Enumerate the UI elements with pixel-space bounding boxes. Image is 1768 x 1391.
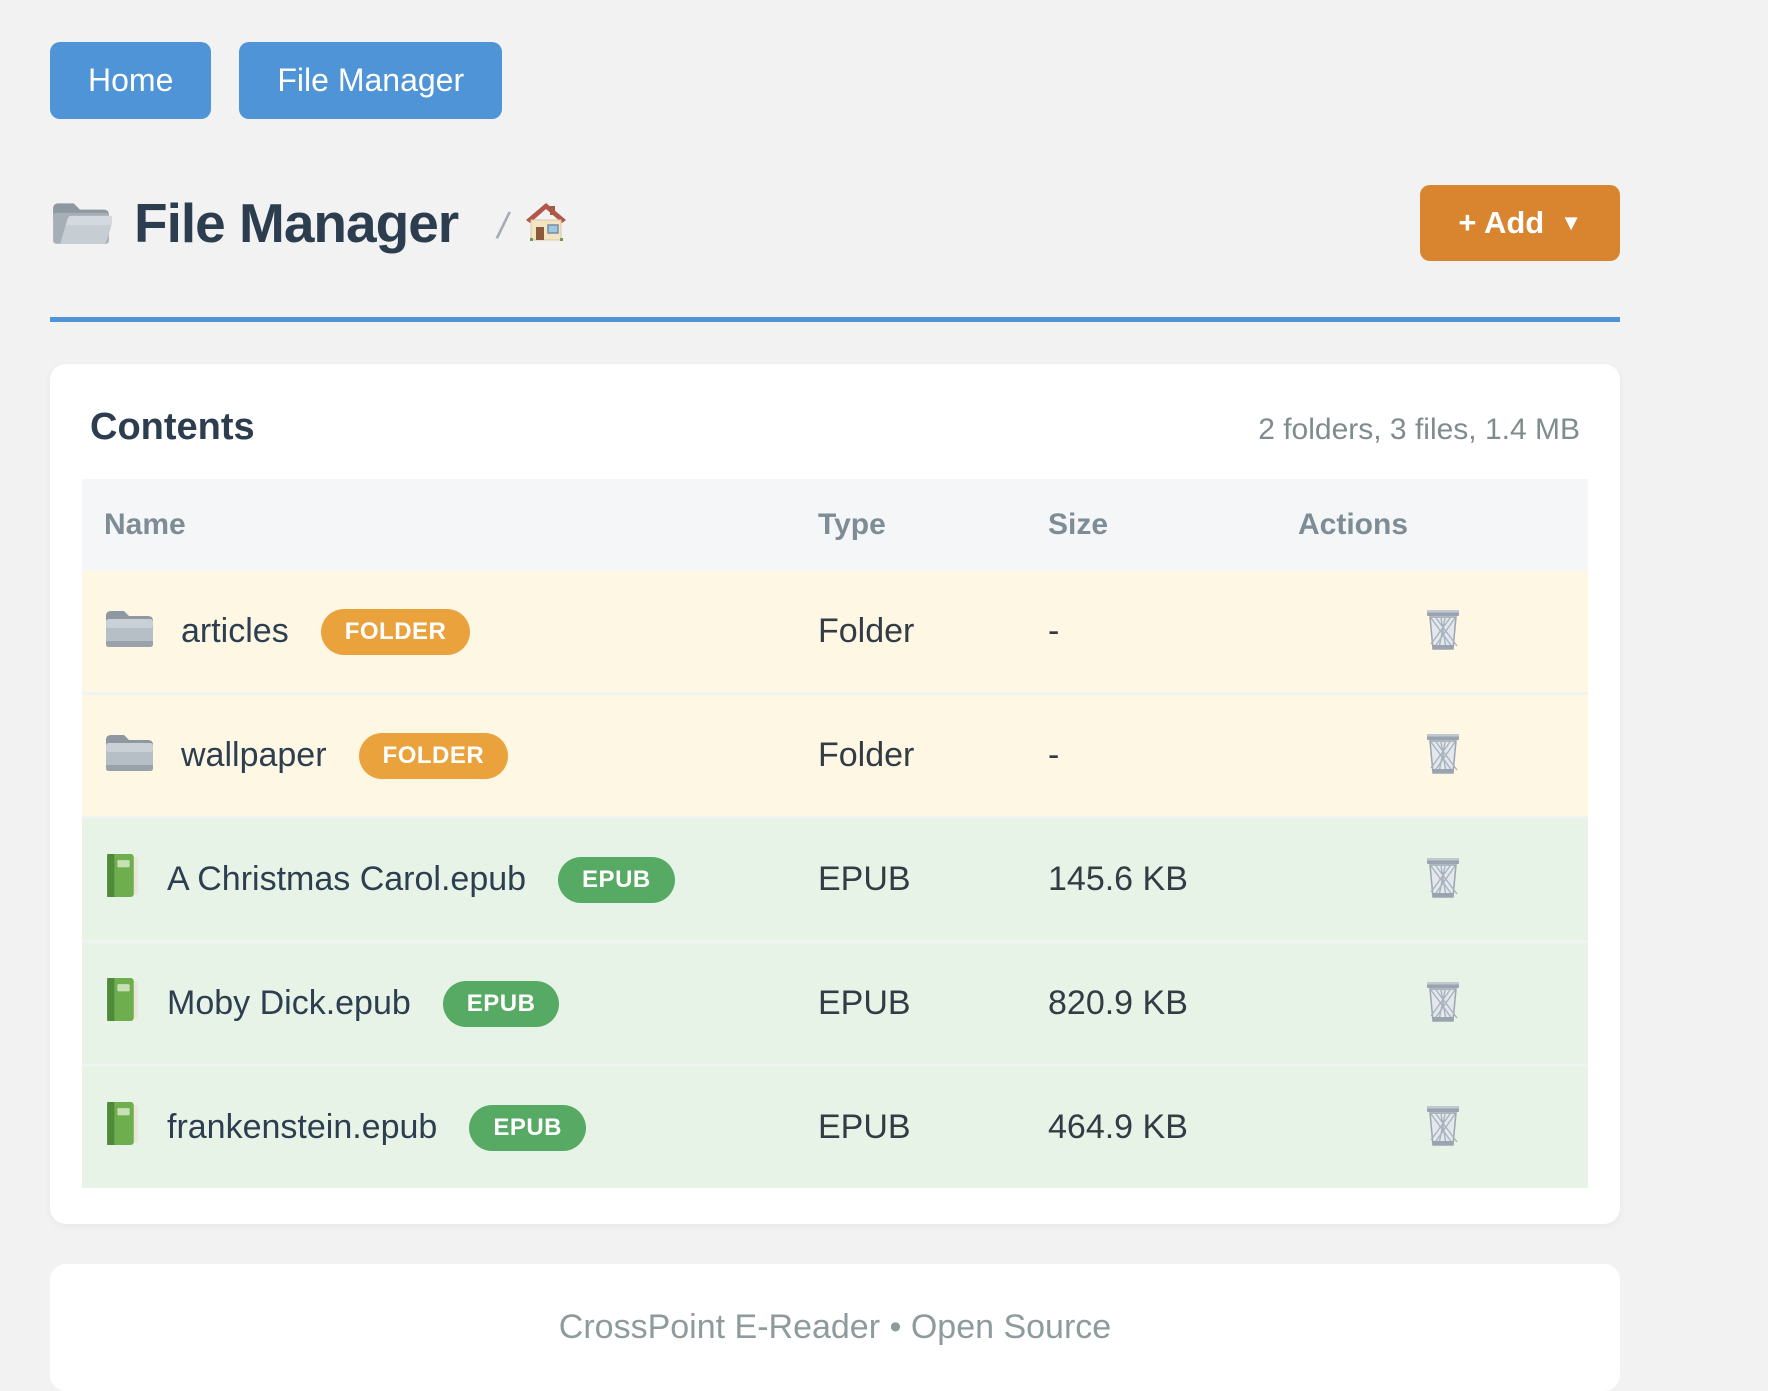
column-header-type: Type <box>818 479 1048 571</box>
delete-button[interactable] <box>1416 604 1470 659</box>
column-header-name: Name <box>82 479 818 571</box>
breadcrumb: / <box>494 200 568 247</box>
open-folder-icon <box>50 196 114 251</box>
table-row: articles FOLDER Folder - <box>82 571 1588 694</box>
footer-text: CrossPoint E-Reader • Open Source <box>558 1308 1112 1346</box>
wastebasket-icon <box>1422 980 1464 1027</box>
file-name-link[interactable]: A Christmas Carol.epub <box>167 860 527 898</box>
green-book-icon <box>104 1101 141 1155</box>
column-header-size: Size <box>1048 479 1298 571</box>
type-badge: EPUB <box>469 1104 586 1151</box>
file-manager-nav-button[interactable]: File Manager <box>239 42 503 119</box>
file-name-link[interactable]: articles <box>181 612 289 650</box>
footer: CrossPoint E-Reader • Open Source <box>50 1264 1620 1391</box>
page-header: File Manager / + Add ▼ <box>50 185 1620 261</box>
folder-icon <box>104 730 155 782</box>
type-cell: EPUB <box>818 940 1048 1066</box>
table-row: wallpaper FOLDER Folder - <box>82 692 1588 818</box>
table-header-row: Name Type Size Actions <box>82 479 1588 571</box>
type-cell: Folder <box>818 692 1048 818</box>
file-name-link[interactable]: wallpaper <box>181 736 327 774</box>
table-row: Moby Dick.epub EPUB EPUB 820.9 KB <box>82 940 1588 1066</box>
delete-button[interactable] <box>1416 976 1470 1031</box>
breadcrumb-separator: / <box>493 204 513 246</box>
size-cell: - <box>1048 571 1298 694</box>
type-badge: EPUB <box>558 856 675 903</box>
size-cell: - <box>1048 692 1298 818</box>
file-name-link[interactable]: frankenstein.epub <box>167 1108 438 1146</box>
size-cell: 145.6 KB <box>1048 816 1298 942</box>
size-cell: 820.9 KB <box>1048 940 1298 1066</box>
contents-summary: 2 folders, 3 files, 1.4 MB <box>1258 413 1580 446</box>
add-button-label: + Add <box>1458 205 1545 240</box>
delete-button[interactable] <box>1416 728 1470 783</box>
file-manager-page: Home File Manager File Manager / + Add ▼… <box>50 42 1620 1391</box>
title-divider <box>50 317 1620 322</box>
type-badge: EPUB <box>442 980 560 1027</box>
home-nav-button[interactable]: Home <box>50 42 212 119</box>
wastebasket-icon <box>1422 608 1464 655</box>
table-row: A Christmas Carol.epub EPUB EPUB 145.6 K… <box>82 816 1588 942</box>
files-table: Name Type Size Actions articles FOLDER <box>82 479 1588 1188</box>
file-name-link[interactable]: Moby Dick.epub <box>167 984 411 1022</box>
wastebasket-icon <box>1422 856 1464 903</box>
table-row: frankenstein.epub EPUB EPUB 464.9 KB <box>82 1064 1588 1188</box>
wastebasket-icon <box>1422 732 1464 779</box>
type-cell: EPUB <box>818 1064 1048 1188</box>
delete-button[interactable] <box>1416 1100 1470 1155</box>
folder-icon <box>104 606 155 658</box>
contents-card: Contents 2 folders, 3 files, 1.4 MB Name… <box>50 364 1620 1224</box>
type-badge: FOLDER <box>358 732 509 779</box>
size-cell: 464.9 KB <box>1048 1064 1298 1188</box>
type-badge: FOLDER <box>320 608 471 655</box>
chevron-down-icon: ▼ <box>1560 210 1582 235</box>
wastebasket-icon <box>1422 1104 1464 1151</box>
green-book-icon <box>104 853 141 907</box>
contents-heading: Contents <box>90 406 255 448</box>
delete-button[interactable] <box>1416 852 1470 907</box>
house-icon[interactable] <box>524 200 568 247</box>
type-cell: Folder <box>818 571 1048 694</box>
green-book-icon <box>104 977 141 1031</box>
type-cell: EPUB <box>818 816 1048 942</box>
add-button[interactable]: + Add ▼ <box>1420 185 1620 261</box>
page-title: File Manager <box>134 192 459 254</box>
column-header-actions: Actions <box>1298 479 1588 571</box>
top-nav: Home File Manager <box>50 42 1620 119</box>
